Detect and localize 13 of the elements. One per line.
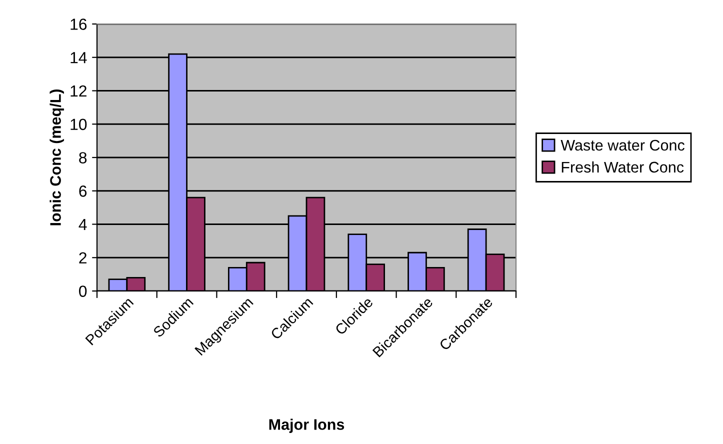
- y-tick-label: 16: [70, 18, 87, 30]
- y-tick-label: 6: [79, 186, 87, 197]
- legend-label: Waste water Conc: [560, 140, 684, 151]
- y-tick-label: 14: [70, 52, 87, 64]
- legend-label: Fresh Water Conc: [562, 161, 684, 173]
- y-tick-label: 12: [70, 85, 86, 97]
- y-tick-label: 0: [79, 286, 87, 297]
- y-tick-label: 10: [70, 118, 87, 130]
- y-axis-title: Ionic Conc (meq/L): [50, 90, 64, 226]
- y-tick-label: 4: [78, 219, 87, 230]
- y-tick-label: 8: [79, 152, 87, 164]
- x-axis-title: Major Ions: [269, 418, 344, 433]
- y-tick-label: 2: [79, 252, 86, 264]
